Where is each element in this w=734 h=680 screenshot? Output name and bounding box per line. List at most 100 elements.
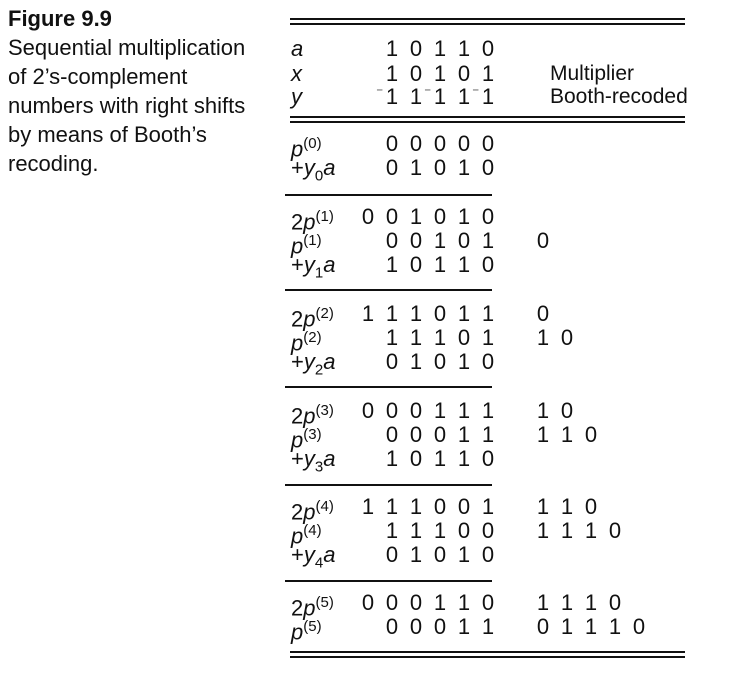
product-digit: 1 <box>385 325 399 350</box>
header-digit: 1 <box>433 36 447 61</box>
product-digit: 0 <box>385 590 399 615</box>
shifted-digit: 1 <box>536 422 550 447</box>
product-digit: 0 <box>361 204 375 229</box>
top-double-rule <box>290 18 685 25</box>
step-separator-rule <box>285 580 492 582</box>
product-digit: 0 <box>481 204 495 229</box>
row-label: p(4) <box>291 522 322 549</box>
shifted-digit: 0 <box>560 398 574 423</box>
header-digit: 1 <box>385 61 399 86</box>
product-digit: 0 <box>385 614 399 639</box>
header-digit: 0 <box>409 61 423 86</box>
product-digit: 0 <box>385 422 399 447</box>
header-digit: 1 <box>457 84 471 109</box>
product-digit: 0 <box>433 349 447 374</box>
row-label: p(0) <box>291 135 322 162</box>
product-digit: 1 <box>409 301 423 326</box>
step-separator-rule <box>285 484 492 486</box>
product-digit: 1 <box>481 228 495 253</box>
product-digit: 1 <box>409 204 423 229</box>
shifted-digit: 1 <box>608 614 622 639</box>
shifted-digit: 1 <box>560 422 574 447</box>
product-digit: 0 <box>361 590 375 615</box>
shifted-digit: 1 <box>536 398 550 423</box>
product-digit: 0 <box>409 398 423 423</box>
shifted-digit: 1 <box>560 614 574 639</box>
header-digit: 1 <box>457 36 471 61</box>
header-digit: 1 <box>409 84 423 109</box>
product-digit: 1 <box>457 590 471 615</box>
header-digit: 0 <box>409 36 423 61</box>
product-digit: 0 <box>481 446 495 471</box>
product-digit: 1 <box>457 204 471 229</box>
header-note: Booth-recoded <box>550 85 688 108</box>
product-digit: 0 <box>409 590 423 615</box>
product-digit: 1 <box>361 301 375 326</box>
step-separator-rule <box>285 289 492 291</box>
header-digit: ⁻ 1 <box>424 84 447 109</box>
shifted-digit: 1 <box>560 518 574 543</box>
product-digit: 1 <box>433 590 447 615</box>
product-digit: 1 <box>481 422 495 447</box>
header-label-a: a <box>291 36 304 61</box>
shifted-digit: 1 <box>560 590 574 615</box>
step-separator-rule <box>285 386 492 388</box>
product-digit: 0 <box>481 252 495 277</box>
shifted-digit: 0 <box>536 228 550 253</box>
shifted-digit: 1 <box>584 590 598 615</box>
product-digit: 1 <box>409 518 423 543</box>
shifted-digit: 0 <box>584 422 598 447</box>
shifted-digit: 1 <box>536 494 550 519</box>
product-digit: 0 <box>433 542 447 567</box>
shifted-digit: 0 <box>608 518 622 543</box>
row-label: p(2) <box>291 329 322 356</box>
product-digit: 1 <box>409 542 423 567</box>
product-digit: 0 <box>409 614 423 639</box>
product-digit: 1 <box>409 349 423 374</box>
shifted-digit: 0 <box>536 301 550 326</box>
row-label: +y4a <box>291 542 336 572</box>
header-digit: 0 <box>481 36 495 61</box>
shifted-digit: 1 <box>560 494 574 519</box>
product-digit: 1 <box>409 494 423 519</box>
product-digit: 1 <box>385 494 399 519</box>
header-double-rule <box>290 116 685 123</box>
product-digit: 1 <box>457 252 471 277</box>
product-digit: 1 <box>385 252 399 277</box>
product-digit: 0 <box>361 398 375 423</box>
shifted-digit: 0 <box>632 614 646 639</box>
product-digit: 1 <box>457 542 471 567</box>
product-digit: 1 <box>385 446 399 471</box>
row-label: 2p(1) <box>291 208 334 235</box>
product-digit: 0 <box>409 422 423 447</box>
row-label: +y1a <box>291 252 336 282</box>
shifted-digit: 0 <box>560 325 574 350</box>
product-digit: 0 <box>481 542 495 567</box>
product-digit: 1 <box>409 155 423 180</box>
product-digit: 0 <box>409 446 423 471</box>
header-digit: 0 <box>457 61 471 86</box>
product-digit: 1 <box>457 301 471 326</box>
figure-caption-text: Sequential multiplication of 2’s-complem… <box>8 35 246 176</box>
product-digit: 1 <box>433 398 447 423</box>
product-digit: 1 <box>361 494 375 519</box>
product-digit: 0 <box>457 228 471 253</box>
shifted-digit: 0 <box>584 494 598 519</box>
product-digit: 1 <box>433 518 447 543</box>
product-digit: 0 <box>457 494 471 519</box>
row-label: p(1) <box>291 232 322 259</box>
figure-label: Figure 9.9 <box>8 6 112 31</box>
shifted-digit: 0 <box>536 614 550 639</box>
header-label-y: y <box>291 84 302 109</box>
product-digit: 0 <box>457 325 471 350</box>
header-digit: ⁻ 1 <box>472 84 495 109</box>
product-digit: 0 <box>433 131 447 156</box>
product-digit: 0 <box>481 349 495 374</box>
shifted-digit: 0 <box>608 590 622 615</box>
product-digit: 0 <box>433 614 447 639</box>
product-digit: 0 <box>385 349 399 374</box>
product-digit: 0 <box>385 155 399 180</box>
product-digit: 1 <box>481 301 495 326</box>
product-digit: 0 <box>385 398 399 423</box>
row-label: +y0a <box>291 155 336 185</box>
